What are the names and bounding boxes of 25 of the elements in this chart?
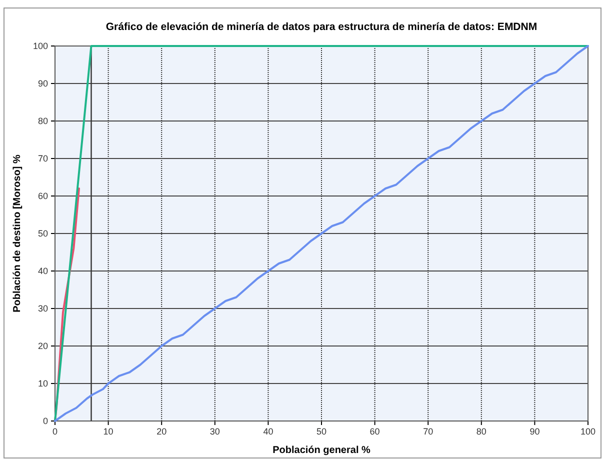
y-tick-label: 10 [38,378,48,388]
y-tick-label: 70 [38,153,48,164]
x-tick-label: 10 [103,426,114,436]
y-tick-label: 20 [38,340,48,351]
y-tick-label: 100 [32,40,48,51]
x-tick-label: 0 [52,426,58,436]
y-tick-label: 80 [38,116,48,126]
y-tick-label: 40 [38,266,48,276]
x-tick-label: 100 [580,426,596,436]
x-axis-title: Población general % [272,445,371,456]
x-tick-label: 90 [530,426,540,436]
x-tick-label: 70 [423,426,434,436]
x-tick-label: 80 [476,426,486,436]
y-tick-label: 60 [38,190,48,201]
y-tick-label: 90 [38,78,48,88]
x-tick-label: 40 [263,426,274,436]
x-tick-label: 60 [370,426,380,436]
x-tick-label: 50 [316,426,327,436]
x-tick-label: 20 [156,426,167,436]
y-tick-label: 0 [42,416,48,426]
y-tick-label: 30 [38,303,48,314]
y-axis-title: Población de destino [Moroso] % [12,154,23,312]
chart-title: Gráfico de elevación de minería de datos para estructura de minería de datos: EMDNM [106,21,538,33]
y-tick-label: 50 [38,228,48,238]
x-tick-label: 30 [210,426,220,436]
